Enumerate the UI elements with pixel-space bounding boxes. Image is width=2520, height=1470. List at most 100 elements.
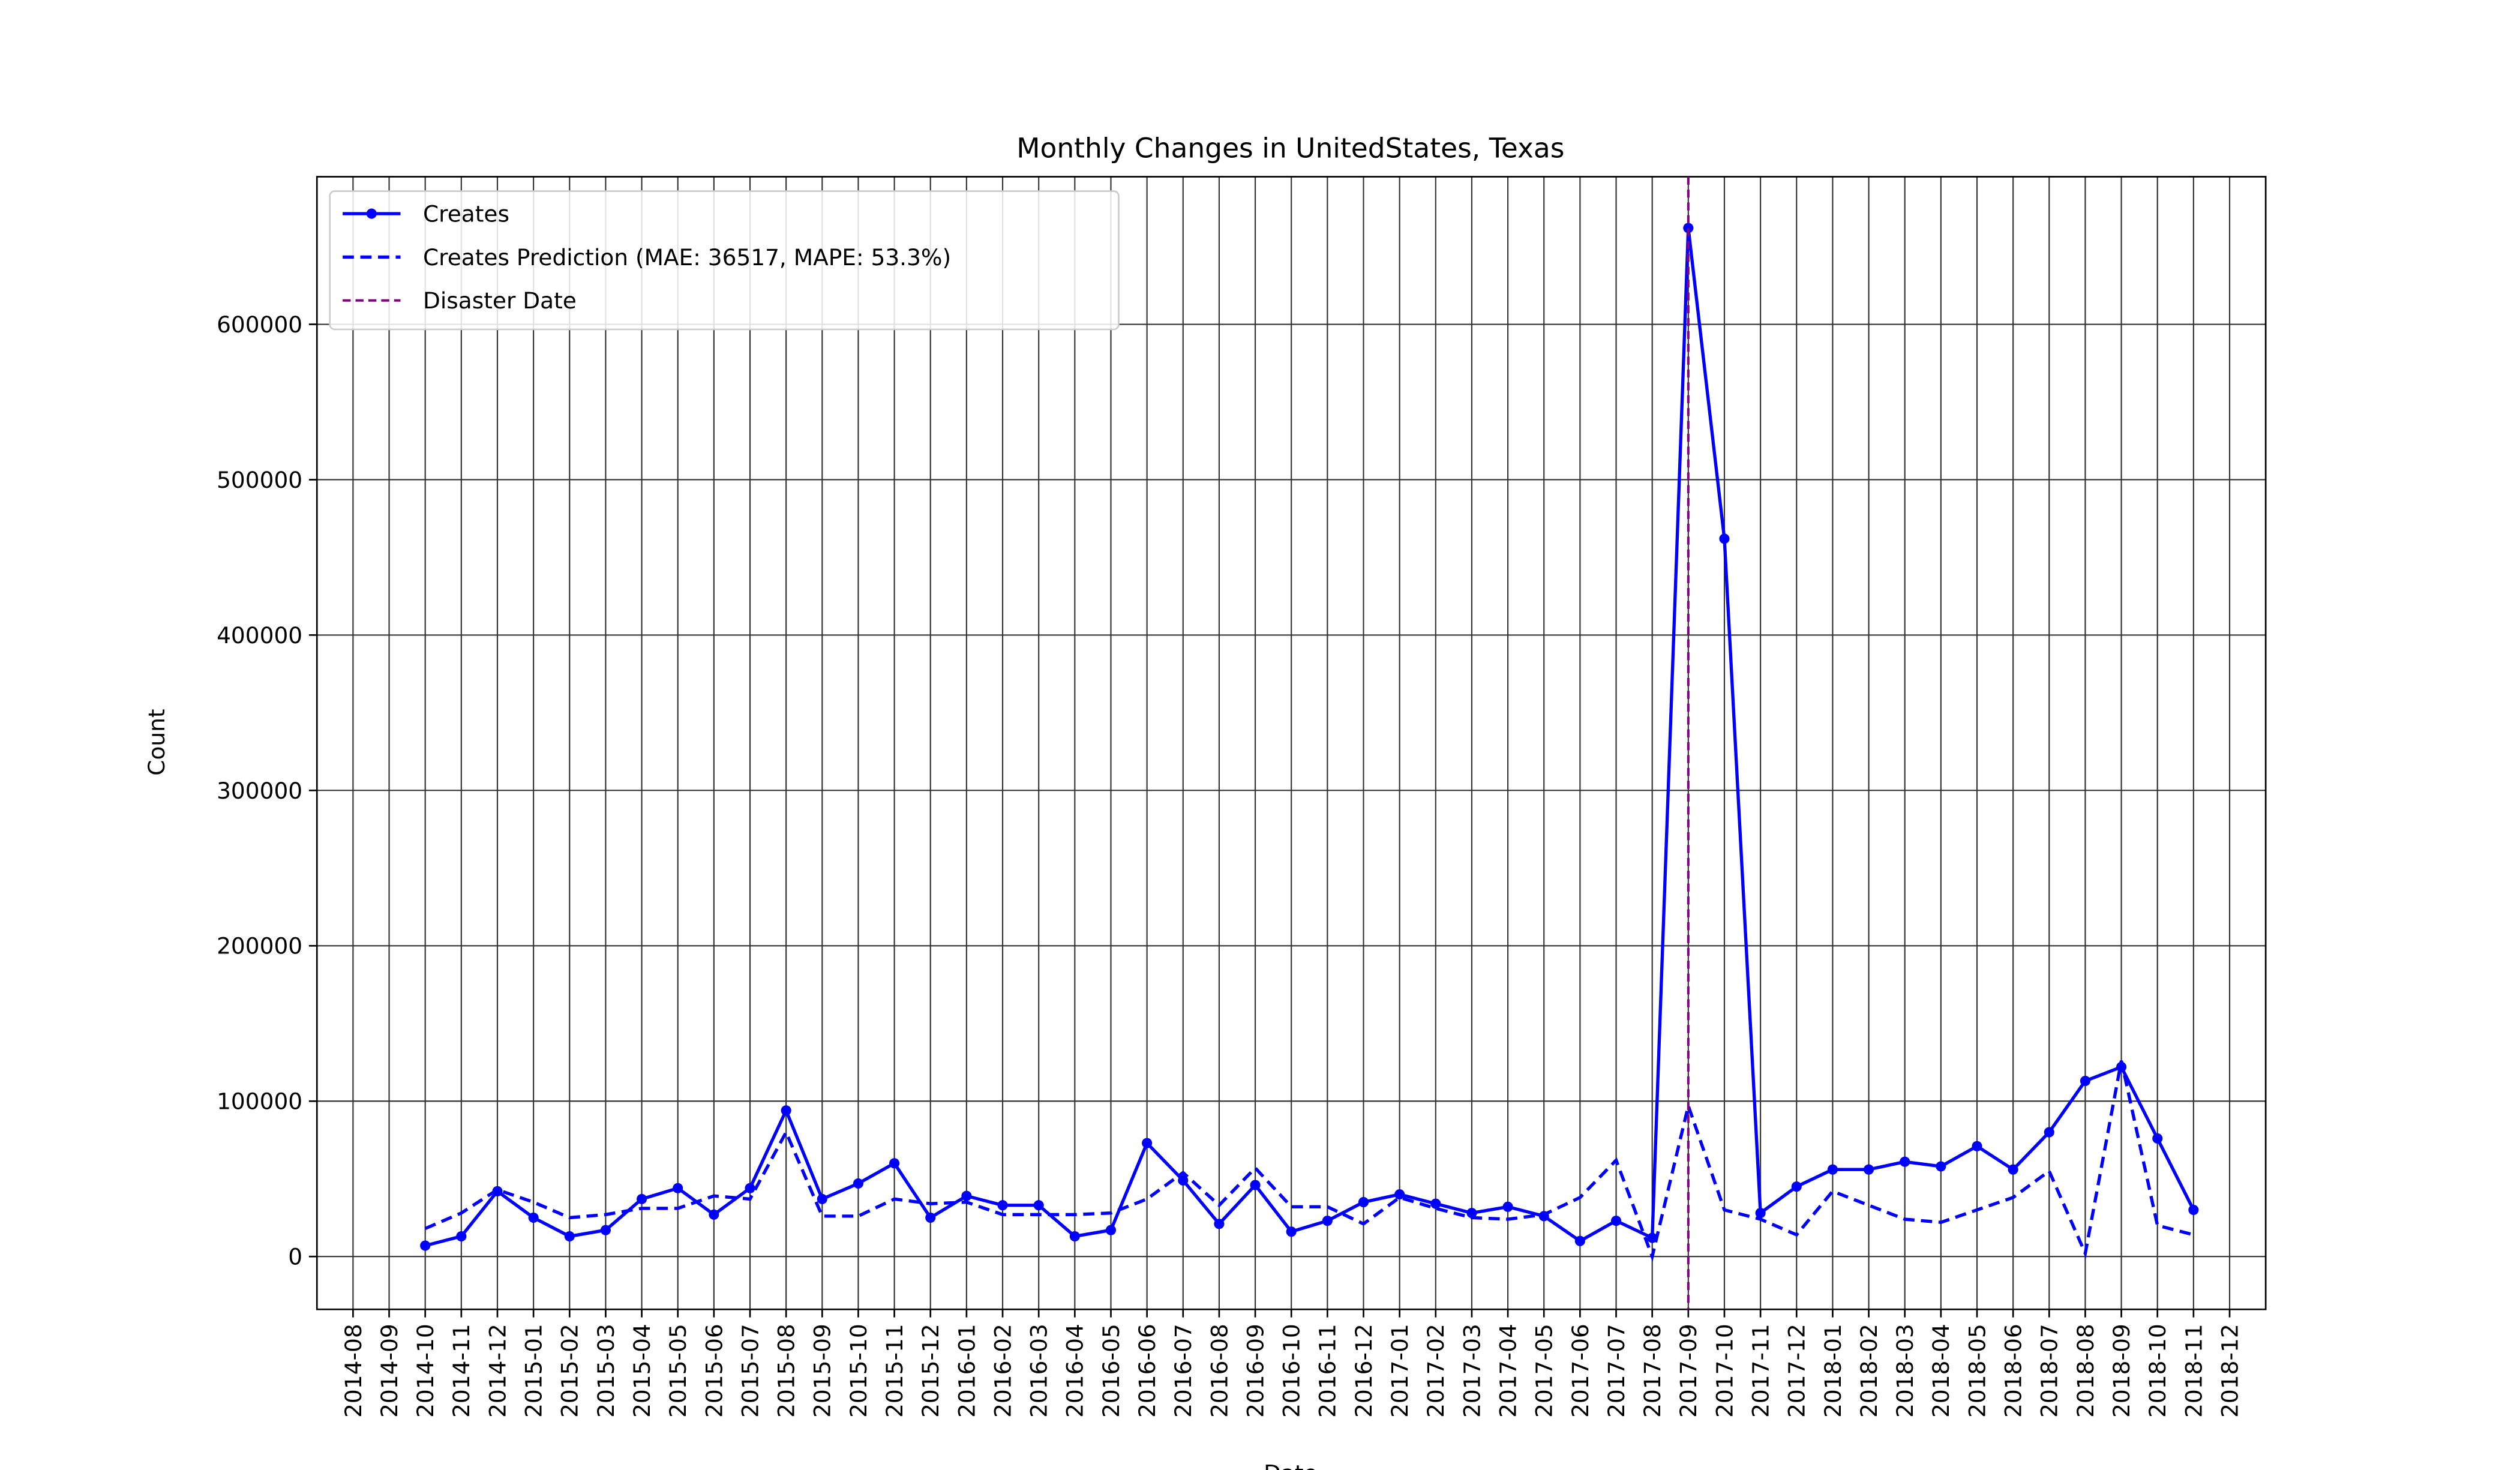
x-tick-label: 2018-10 (2144, 1324, 2171, 1418)
x-tick-label: 2017-03 (1459, 1324, 1485, 1418)
legend-box (329, 190, 1120, 331)
x-tick-label: 2017-04 (1495, 1324, 1521, 1418)
x-tick-label: 2016-08 (1206, 1324, 1232, 1418)
x-tick-label: 2018-07 (2036, 1324, 2063, 1418)
x-tick-label: 2017-11 (1748, 1324, 1774, 1418)
x-tick-label: 2018-05 (1964, 1324, 1990, 1418)
x-tick-label: 2016-07 (1170, 1324, 1196, 1418)
data-point (2044, 1127, 2054, 1138)
series-line (425, 227, 2195, 1247)
data-point (1286, 1226, 1297, 1237)
x-tick-label: 2014-10 (412, 1324, 439, 1418)
data-point (1250, 1180, 1261, 1190)
data-point (961, 1190, 972, 1201)
x-tick-label: 2018-01 (1820, 1324, 1846, 1418)
data-point (781, 1105, 791, 1116)
x-tick-label: 2016-06 (1134, 1324, 1160, 1418)
data-point (1430, 1198, 1441, 1209)
x-tick-label: 2016-02 (989, 1324, 1016, 1418)
y-tick-label: 500000 (217, 467, 302, 493)
x-tick-label: 2015-02 (557, 1324, 583, 1418)
y-tick-label: 600000 (217, 311, 302, 338)
data-point (997, 1200, 1008, 1211)
data-point (2188, 1204, 2199, 1216)
x-tick-label: 2015-07 (737, 1324, 763, 1418)
x-tick-label: 2017-12 (1784, 1324, 1810, 1418)
x-tick-label: 2017-06 (1567, 1324, 1594, 1418)
data-point (528, 1212, 539, 1223)
data-point (1755, 1208, 1766, 1219)
x-tick-label: 2014-11 (448, 1324, 475, 1418)
data-point (853, 1178, 864, 1189)
x-tick-label: 2018-09 (2108, 1324, 2135, 1418)
data-point (564, 1231, 575, 1242)
data-point (1683, 223, 1694, 233)
data-point (1574, 1235, 1585, 1246)
data-point (1827, 1164, 1838, 1175)
data-point (2152, 1133, 2163, 1144)
x-tick-label: 2016-03 (1026, 1324, 1052, 1418)
x-tick-label: 2016-11 (1315, 1324, 1341, 1418)
x-tick-label: 2016-12 (1351, 1324, 1377, 1418)
x-tick-label: 2016-05 (1098, 1324, 1124, 1418)
x-tick-label: 2017-05 (1531, 1324, 1558, 1418)
x-tick-label: 2018-12 (2216, 1324, 2243, 1418)
data-point (745, 1183, 755, 1193)
data-point (889, 1158, 900, 1169)
plot-frame (316, 176, 2267, 1310)
x-tick-label: 2016-01 (953, 1324, 980, 1418)
x-tick-label: 2016-04 (1062, 1324, 1088, 1418)
x-tick-label: 2015-10 (845, 1324, 872, 1418)
x-tick-label: 2018-08 (2072, 1324, 2099, 1418)
x-tick-label: 2015-04 (629, 1324, 655, 1418)
x-tick-label: 2015-11 (881, 1324, 908, 1418)
x-tick-label: 2018-06 (2000, 1324, 2027, 1418)
x-tick-label: 2015-01 (521, 1324, 547, 1418)
data-point (637, 1193, 647, 1204)
data-point (1178, 1175, 1189, 1186)
data-point (1502, 1201, 1513, 1212)
data-point (1719, 533, 1730, 544)
data-point (1069, 1231, 1080, 1242)
x-tick-label: 2017-08 (1639, 1324, 1666, 1418)
data-point (925, 1212, 936, 1223)
x-tick-label: 2016-10 (1279, 1324, 1305, 1418)
x-tick-label: 2017-01 (1387, 1324, 1413, 1418)
y-tick-label: 200000 (217, 933, 302, 959)
legend-label: Disaster Date (423, 287, 577, 314)
x-tick-label: 2015-08 (773, 1324, 800, 1418)
data-point (1322, 1216, 1333, 1226)
data-point (456, 1231, 467, 1242)
legend-label: Creates (423, 201, 509, 227)
data-point (1972, 1141, 1982, 1151)
data-point (2080, 1076, 2091, 1087)
x-tick-label: 2015-05 (665, 1324, 691, 1418)
x-tick-label: 2017-09 (1675, 1324, 1702, 1418)
data-point (709, 1209, 719, 1220)
x-tick-label: 2017-10 (1711, 1324, 1738, 1418)
data-point (1394, 1189, 1405, 1200)
y-tick-label: 100000 (217, 1088, 302, 1115)
x-tick-label: 2014-08 (340, 1324, 367, 1418)
x-tick-label: 2014-12 (484, 1324, 511, 1418)
data-point (1791, 1181, 1802, 1192)
x-tick-label: 2015-06 (701, 1324, 727, 1418)
data-point (1900, 1156, 1910, 1167)
data-point (1358, 1197, 1369, 1208)
x-tick-label: 2016-09 (1242, 1324, 1268, 1418)
data-point (1142, 1138, 1153, 1148)
legend-label: Creates Prediction (MAE: 36517, MAPE: 53… (423, 244, 951, 271)
data-point (1033, 1200, 1044, 1211)
x-tick-label: 2018-03 (1892, 1324, 1918, 1418)
y-tick-label: 300000 (217, 778, 302, 804)
chart-title: Monthly Changes in UnitedStates, Texas (1016, 132, 1564, 164)
y-tick-label: 0 (288, 1244, 302, 1270)
x-tick-label: 2015-12 (917, 1324, 944, 1418)
x-tick-label: 2015-09 (809, 1324, 836, 1418)
x-axis-label: Date (1264, 1460, 1318, 1470)
data-point (1863, 1164, 1874, 1175)
data-point (600, 1225, 611, 1235)
data-point (2008, 1164, 2018, 1175)
